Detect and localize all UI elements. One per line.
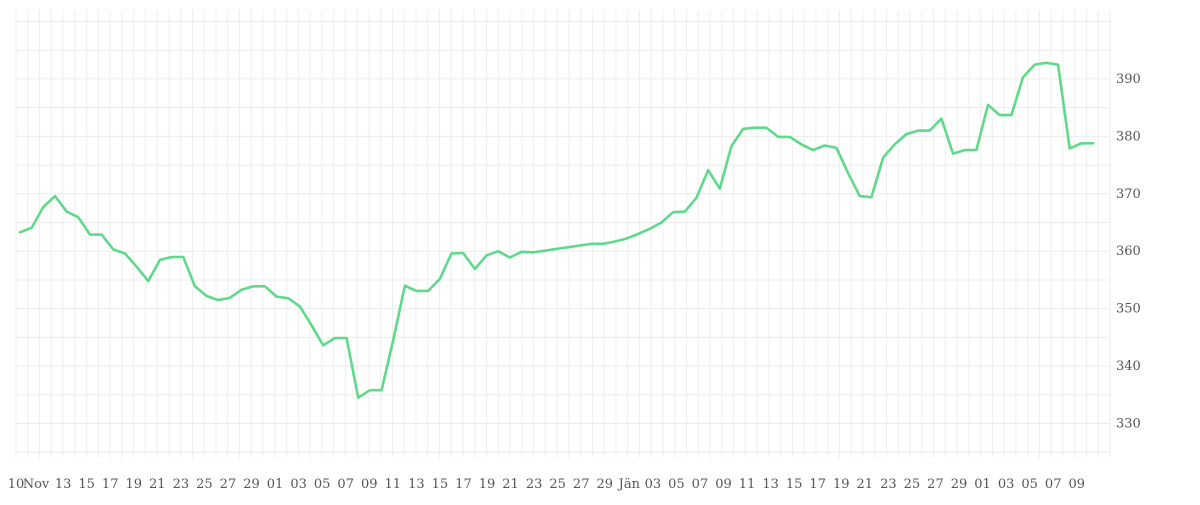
- x-tick-label: 29: [951, 477, 968, 492]
- x-tick-label: 27: [220, 477, 237, 492]
- x-tick-label: 13: [762, 477, 779, 492]
- x-tick-label: 09: [1068, 477, 1085, 492]
- x-tick-label: 09: [715, 477, 732, 492]
- x-tick-label: 15: [786, 477, 803, 492]
- x-tick-label: 03: [998, 477, 1015, 492]
- x-tick-label: 03: [290, 477, 307, 492]
- x-tick-label: 11: [739, 477, 756, 492]
- x-tick-label: 07: [692, 477, 709, 492]
- y-tick-label: 390: [1116, 72, 1141, 87]
- x-tick-label: 10: [8, 477, 25, 492]
- x-tick-label: 11: [385, 477, 402, 492]
- y-tick-label: 380: [1116, 129, 1141, 144]
- x-tick-label: 15: [432, 477, 449, 492]
- x-tick-label: 23: [880, 477, 897, 492]
- x-tick-label: 01: [974, 477, 991, 492]
- x-tick-label: 25: [549, 477, 566, 492]
- y-axis: 330 340 350 360 370 380 390: [1116, 72, 1141, 432]
- x-tick-label: 25: [904, 477, 921, 492]
- x-tick-label: 21: [502, 477, 519, 492]
- x-tick-label: 03: [645, 477, 662, 492]
- series-line: [18, 61, 1095, 400]
- x-tick-label: 01: [267, 477, 284, 492]
- x-tick-label: 19: [479, 477, 496, 492]
- x-tick-label: 21: [857, 477, 874, 492]
- x-tick-label: 25: [196, 477, 213, 492]
- x-tick-label: 05: [1021, 477, 1038, 492]
- x-tick-label: 05: [314, 477, 331, 492]
- x-tick-label: 19: [833, 477, 850, 492]
- x-tick-label: 07: [1045, 477, 1062, 492]
- x-tick-label: 13: [408, 477, 425, 492]
- x-tick-label: 27: [927, 477, 944, 492]
- line-layer: [18, 61, 1095, 400]
- x-tick-label: 17: [102, 477, 119, 492]
- x-tick-label: 21: [149, 477, 166, 492]
- x-tick-label: Jän: [617, 477, 641, 492]
- y-tick-label: 330: [1116, 417, 1141, 432]
- y-tick-label: 370: [1116, 187, 1141, 202]
- y-tick-label: 360: [1116, 244, 1141, 259]
- grid-layer: [15, 10, 1111, 458]
- x-tick-label: 29: [596, 477, 613, 492]
- x-tick-label: 13: [55, 477, 72, 492]
- x-tick-label: 09: [361, 477, 378, 492]
- y-tick-label: 350: [1116, 302, 1141, 317]
- x-tick-label: 05: [668, 477, 685, 492]
- x-tick-label: 17: [455, 477, 472, 492]
- x-tick-label: 23: [173, 477, 190, 492]
- x-tick-label: 27: [573, 477, 590, 492]
- x-tick-label: 19: [125, 477, 142, 492]
- x-tick-label: 15: [78, 477, 95, 492]
- x-tick-label: 23: [526, 477, 543, 492]
- x-tick-label: 17: [809, 477, 826, 492]
- y-tick-label: 340: [1116, 359, 1141, 374]
- x-tick-label: 07: [337, 477, 354, 492]
- x-tick-label: Nov: [23, 477, 50, 492]
- x-tick-label: 29: [243, 477, 260, 492]
